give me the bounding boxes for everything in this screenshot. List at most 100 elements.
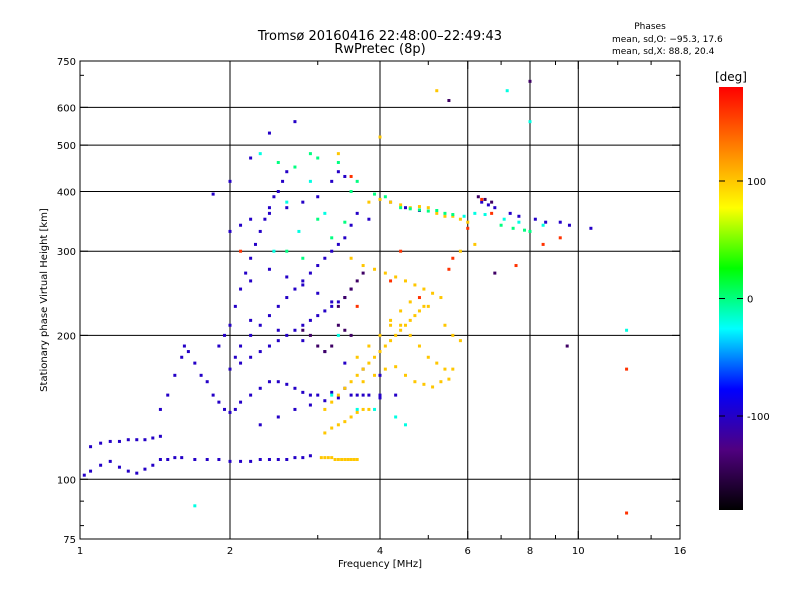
data-point	[336, 152, 340, 156]
data-point	[244, 271, 248, 275]
data-point	[267, 457, 271, 461]
data-point	[285, 275, 289, 279]
data-point	[151, 436, 155, 440]
data-point	[466, 220, 470, 224]
data-point	[285, 206, 289, 210]
x-axis-label: Frequency [MHz]	[338, 559, 422, 570]
data-point	[281, 179, 285, 183]
data-point	[228, 410, 232, 414]
data-point	[443, 367, 447, 371]
data-point	[399, 323, 403, 327]
data-point	[272, 195, 276, 199]
data-point	[589, 226, 593, 230]
data-point	[408, 318, 412, 322]
data-point	[567, 223, 571, 227]
data-point	[301, 390, 305, 394]
data-point	[276, 160, 280, 164]
data-point	[330, 426, 334, 430]
data-point	[493, 271, 497, 275]
data-point	[89, 469, 93, 473]
data-point	[249, 256, 253, 260]
data-point	[528, 229, 532, 233]
data-point	[383, 344, 387, 348]
data-point	[483, 213, 487, 217]
data-point	[355, 179, 359, 183]
data-point	[330, 400, 334, 404]
data-point	[422, 382, 426, 386]
data-point	[239, 361, 243, 365]
data-point	[308, 152, 312, 156]
data-point	[462, 214, 466, 218]
data-point	[355, 279, 359, 283]
data-point	[435, 209, 439, 213]
data-point	[330, 300, 334, 304]
data-point	[330, 344, 334, 348]
data-point	[267, 344, 271, 348]
data-point	[336, 304, 340, 308]
data-point	[625, 328, 629, 332]
data-point	[473, 242, 477, 246]
phase-stats-x: mean, sd,X: 88.8, 20.4	[612, 47, 715, 57]
data-point	[349, 457, 353, 461]
data-point	[117, 439, 121, 443]
data-point	[343, 236, 347, 240]
data-point	[408, 207, 412, 211]
data-point	[267, 206, 271, 210]
data-point	[514, 264, 518, 268]
data-point	[323, 431, 327, 435]
data-point	[389, 200, 393, 204]
data-point	[228, 229, 232, 233]
data-point	[186, 350, 190, 354]
chart-title: Tromsø 20160416 22:48:00–22:49:43	[257, 29, 502, 44]
data-point	[490, 211, 494, 215]
data-point	[285, 170, 289, 174]
grid-lines	[80, 61, 680, 539]
data-point	[99, 441, 103, 445]
data-point	[253, 242, 257, 246]
data-point	[333, 457, 337, 461]
data-point	[544, 220, 548, 224]
data-point	[285, 296, 289, 300]
data-point	[378, 373, 382, 377]
data-point	[336, 457, 340, 461]
data-point	[490, 200, 494, 204]
data-point	[217, 400, 221, 404]
data-point	[373, 355, 377, 359]
data-point	[223, 333, 227, 337]
data-point	[323, 256, 327, 260]
data-point	[361, 407, 365, 411]
data-point	[355, 407, 359, 411]
x-tick-label: 1	[77, 546, 83, 557]
data-point	[258, 386, 262, 390]
data-point	[443, 211, 447, 215]
data-point	[399, 249, 403, 253]
data-point	[193, 504, 197, 508]
data-point	[439, 296, 443, 300]
data-point	[480, 197, 484, 201]
data-point	[301, 323, 305, 327]
data-point	[158, 434, 162, 438]
data-point	[435, 361, 439, 365]
data-point	[394, 333, 398, 337]
data-point	[193, 361, 197, 365]
data-point	[403, 206, 407, 210]
data-point	[403, 373, 407, 377]
data-point	[173, 373, 177, 377]
data-point	[447, 99, 451, 103]
data-point	[451, 256, 455, 260]
data-point	[249, 318, 253, 322]
data-point	[323, 407, 327, 411]
data-point	[413, 380, 417, 384]
data-point	[399, 328, 403, 332]
data-point	[323, 456, 327, 460]
data-point	[367, 217, 371, 221]
data-point	[355, 410, 359, 414]
data-point	[316, 344, 320, 348]
data-point	[403, 423, 407, 427]
data-point	[417, 296, 421, 300]
data-point	[267, 211, 271, 215]
data-point	[355, 457, 359, 461]
data-point	[323, 399, 327, 403]
data-point	[166, 457, 170, 461]
data-point	[343, 420, 347, 424]
